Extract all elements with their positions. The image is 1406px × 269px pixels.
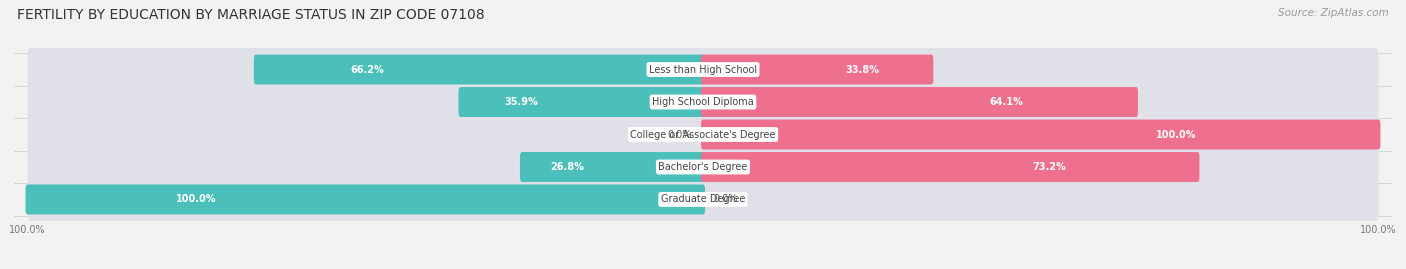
FancyBboxPatch shape (702, 55, 934, 84)
FancyBboxPatch shape (520, 152, 704, 182)
Text: 35.9%: 35.9% (505, 97, 538, 107)
Text: High School Diploma: High School Diploma (652, 97, 754, 107)
FancyBboxPatch shape (28, 144, 1378, 189)
Text: 100.0%: 100.0% (176, 194, 217, 204)
Text: 0.0%: 0.0% (668, 129, 692, 140)
Text: 100.0%: 100.0% (1156, 129, 1197, 140)
FancyBboxPatch shape (702, 152, 1199, 182)
FancyBboxPatch shape (28, 177, 1378, 222)
Text: 64.1%: 64.1% (990, 97, 1024, 107)
Text: FERTILITY BY EDUCATION BY MARRIAGE STATUS IN ZIP CODE 07108: FERTILITY BY EDUCATION BY MARRIAGE STATU… (17, 8, 485, 22)
FancyBboxPatch shape (25, 185, 704, 214)
Text: 26.8%: 26.8% (550, 162, 583, 172)
FancyBboxPatch shape (28, 47, 1378, 92)
Text: 0.0%: 0.0% (714, 194, 738, 204)
FancyBboxPatch shape (702, 119, 1381, 150)
Text: Less than High School: Less than High School (650, 65, 756, 75)
Text: Graduate Degree: Graduate Degree (661, 194, 745, 204)
FancyBboxPatch shape (28, 80, 1378, 125)
FancyBboxPatch shape (702, 87, 1137, 117)
Text: 33.8%: 33.8% (846, 65, 880, 75)
Text: College or Associate's Degree: College or Associate's Degree (630, 129, 776, 140)
Text: 66.2%: 66.2% (350, 65, 384, 75)
FancyBboxPatch shape (254, 55, 704, 84)
Text: 73.2%: 73.2% (1032, 162, 1066, 172)
FancyBboxPatch shape (458, 87, 704, 117)
Text: Source: ZipAtlas.com: Source: ZipAtlas.com (1278, 8, 1389, 18)
Text: Bachelor's Degree: Bachelor's Degree (658, 162, 748, 172)
FancyBboxPatch shape (28, 112, 1378, 157)
